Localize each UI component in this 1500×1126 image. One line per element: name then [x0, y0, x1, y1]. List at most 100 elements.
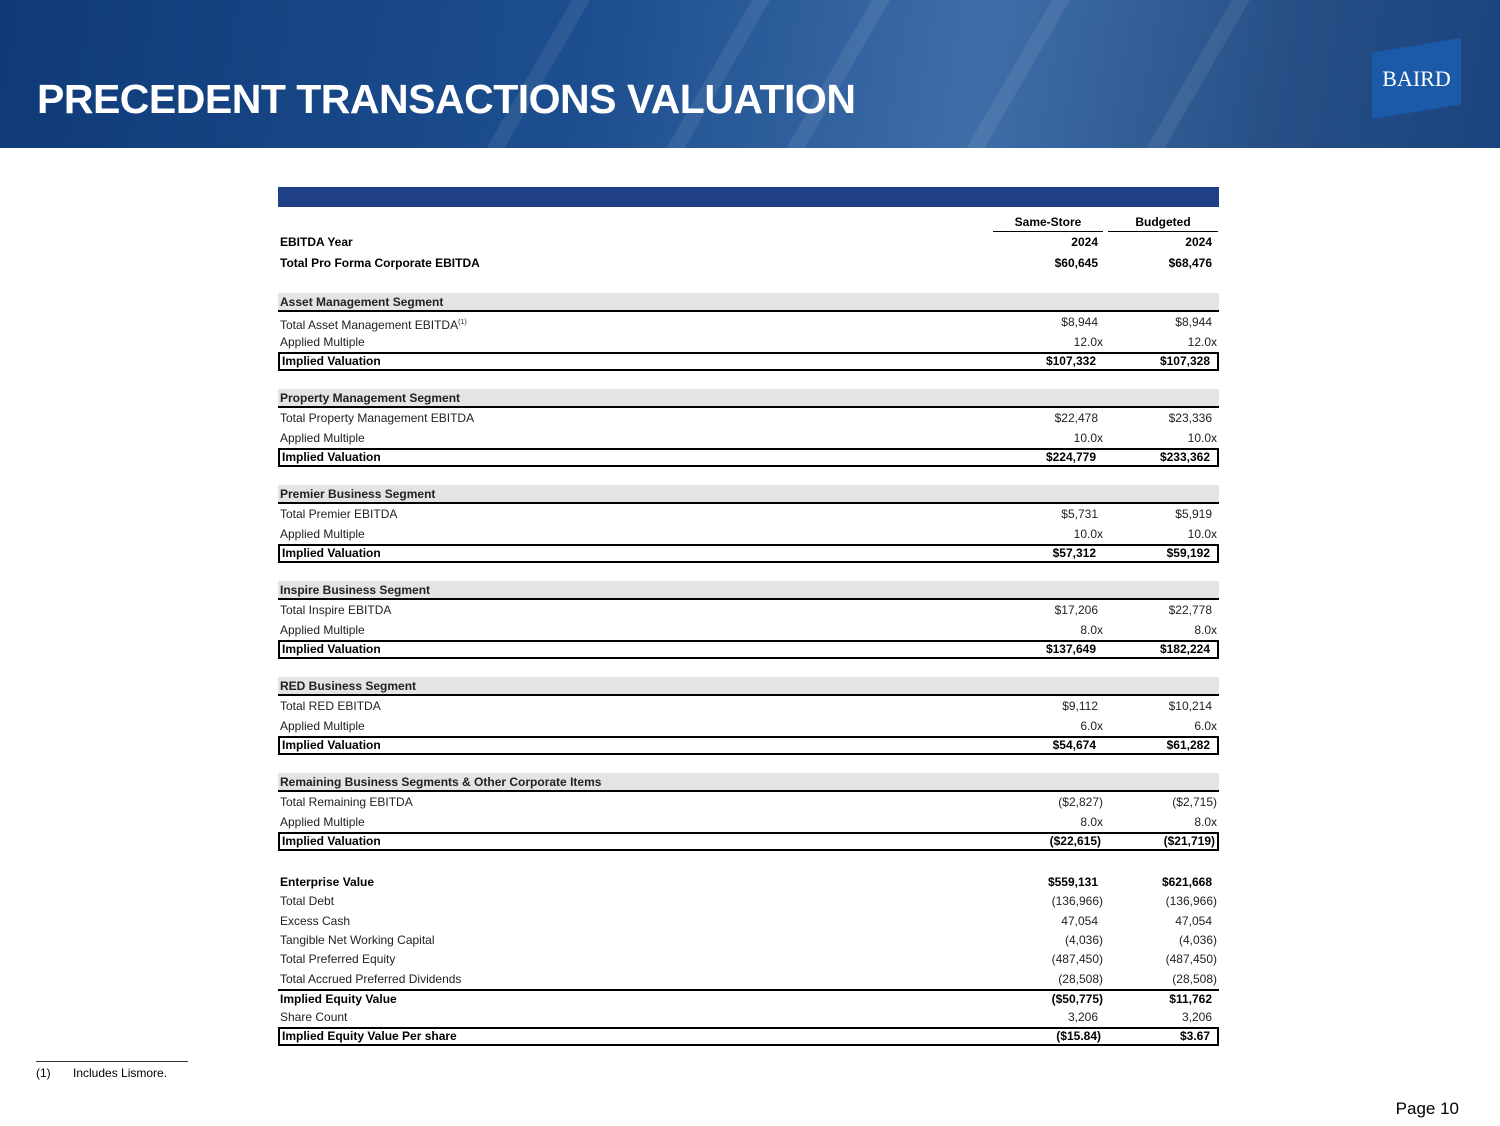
footnote-marker: (1)	[36, 1066, 51, 1080]
row-label: Implied Valuation	[282, 642, 381, 656]
page-number: Page 10	[1395, 1099, 1459, 1118]
column-header: Budgeted	[1108, 213, 1218, 232]
table-row: Implied Valuation $54,674 $61,282	[278, 736, 1219, 755]
table-row: Applied Multiple 10.0x 10.0x	[278, 429, 1219, 448]
row-label: EBITDA Year	[280, 235, 353, 249]
cell-value: (28,508)	[1172, 971, 1217, 986]
cell-value: 10.0x	[1187, 430, 1217, 445]
cell-value: $60,645	[1054, 256, 1098, 270]
segment-header: Asset Management Segment	[278, 293, 1219, 312]
table-row: Total Asset Management EBITDA(1) $8,944 $8…	[278, 313, 1219, 332]
table-row: Implied Equity Value Per share ($15.84) $3…	[278, 1027, 1219, 1047]
segment-title: Premier Business Segment	[280, 487, 436, 501]
cell-value: 10.0x	[1073, 430, 1103, 445]
table-row: Applied Multiple 6.0x 6.0x	[278, 717, 1219, 736]
table-row: Total Inspire EBITDA $17,206 $22,778	[278, 601, 1219, 620]
cell-value: $182,224	[1159, 642, 1210, 656]
row-label: Share Count	[280, 1010, 348, 1025]
cell-value: (28,508)	[1058, 971, 1103, 986]
table-row: Total Accrued Preferred Dividends (28,508…	[278, 970, 1219, 989]
stripe	[456, 0, 602, 148]
row-label: Total Asset Management EBITDA(1)	[280, 318, 467, 332]
cell-value: $3.67	[1179, 1029, 1210, 1044]
cell-value: 10.0x	[1187, 526, 1217, 541]
row-label: Implied Valuation	[282, 546, 381, 560]
cell-value: $8,944	[1175, 315, 1212, 329]
row-label: Implied Equity Value	[280, 991, 397, 1006]
table-row: Applied Multiple 8.0x 8.0x	[278, 813, 1219, 832]
footnote-ref: (1)	[458, 319, 467, 326]
cell-value: ($22,615)	[1049, 834, 1101, 848]
segment-header: Premier Business Segment	[278, 485, 1219, 504]
cell-value: ($21,719)	[1163, 834, 1215, 848]
table-row: Total Property Management EBITDA $22,478 $…	[278, 409, 1219, 428]
table-row: Excess Cash 47,054 47,054	[278, 912, 1219, 931]
row-label: Total Remaining EBITDA	[280, 795, 413, 809]
cell-value: 3,206	[1067, 1010, 1098, 1025]
table-row: Total Premier EBITDA $5,731 $5,919	[278, 505, 1219, 524]
row-label: Total RED EBITDA	[280, 699, 381, 713]
segment-title: RED Business Segment	[280, 679, 417, 693]
row-label: Total Preferred Equity	[280, 952, 396, 967]
table-row: Total RED EBITDA $9,112 $10,214	[278, 697, 1219, 716]
row-label: Total Debt	[280, 894, 335, 909]
segment-header: Inspire Business Segment	[278, 581, 1219, 600]
cell-value: $68,476	[1168, 256, 1212, 270]
cell-value: 8.0x	[1080, 622, 1103, 637]
cell-value: 47,054	[1175, 913, 1212, 928]
cell-value: 10.0x	[1073, 526, 1103, 541]
segment-header: Remaining Business Segments & Other Corp…	[278, 773, 1219, 792]
cell-value: ($15.84)	[1056, 1029, 1101, 1044]
cell-value: $10,214	[1168, 699, 1212, 713]
row-label: Excess Cash	[280, 913, 351, 928]
cell-value: $23,336	[1168, 411, 1212, 425]
table-row: Implied Valuation ($22,615) ($21,719)	[278, 832, 1219, 851]
table-row: Implied Valuation $224,779 $233,362	[278, 448, 1219, 467]
row-label: Applied Multiple	[280, 814, 365, 829]
cell-value: 2024	[1185, 235, 1212, 249]
cell-value: 6.0x	[1194, 718, 1217, 733]
segment-title: Remaining Business Segments & Other Corp…	[280, 775, 602, 789]
cell-value: 8.0x	[1080, 814, 1103, 829]
table-row: Share Count 3,206 3,206	[278, 1008, 1219, 1027]
table-row: Total Debt (136,966) (136,966)	[278, 892, 1219, 911]
table-row: Applied Multiple 12.0x 12.0x	[278, 333, 1219, 352]
cell-value: 8.0x	[1194, 814, 1217, 829]
cell-value: $54,674	[1052, 738, 1096, 752]
cell-value: 3,206	[1181, 1010, 1212, 1025]
row-label: Applied Multiple	[280, 334, 365, 349]
cell-value: $5,919	[1175, 507, 1212, 521]
cell-value: 47,054	[1061, 913, 1098, 928]
logo: BAIRD	[1372, 38, 1461, 119]
cell-value: $22,478	[1054, 411, 1098, 425]
table-row: Implied Valuation $57,312 $59,192	[278, 544, 1219, 563]
logo-text: BAIRD	[1382, 66, 1451, 91]
cell-value: $224,779	[1045, 450, 1096, 464]
row-label: Enterprise Value	[280, 875, 375, 889]
cell-value: 2024	[1071, 235, 1098, 249]
cell-value: 8.0x	[1194, 622, 1217, 637]
cell-value: $11,762	[1169, 991, 1212, 1006]
row-label: Applied Multiple	[280, 430, 365, 445]
cell-value: $17,206	[1054, 603, 1098, 617]
segment-header: Property Management Segment	[278, 389, 1219, 408]
table-row: Tangible Net Working Capital (4,036) (4,03…	[278, 931, 1219, 950]
cell-value: ($2,715)	[1172, 795, 1217, 809]
table-row: EBITDA Year 2024 2024	[278, 233, 1219, 252]
table-row: Implied Valuation $137,649 $182,224	[278, 640, 1219, 659]
cell-value: 12.0x	[1073, 334, 1103, 349]
banner: PRECEDENT TRANSACTIONS VALUATION BAIRD	[0, 0, 1500, 148]
stripe	[936, 0, 1082, 148]
cell-value: (487,450)	[1165, 952, 1217, 967]
stripe	[636, 0, 782, 148]
row-label: Total Inspire EBITDA	[280, 603, 392, 617]
footnote-rule	[36, 1061, 188, 1062]
table-row: Enterprise Value $559,131 $621,668	[278, 873, 1219, 892]
cell-value: (487,450)	[1051, 952, 1103, 967]
cell-value: ($50,775)	[1051, 991, 1103, 1006]
cell-value: $61,282	[1166, 738, 1210, 752]
table-row: Total Pro Forma Corporate EBITDA $60,645 $…	[278, 254, 1219, 273]
cell-value: $621,668	[1161, 875, 1212, 889]
table-bar	[278, 187, 1219, 207]
title: PRECEDENT TRANSACTIONS VALUATION	[37, 76, 856, 122]
